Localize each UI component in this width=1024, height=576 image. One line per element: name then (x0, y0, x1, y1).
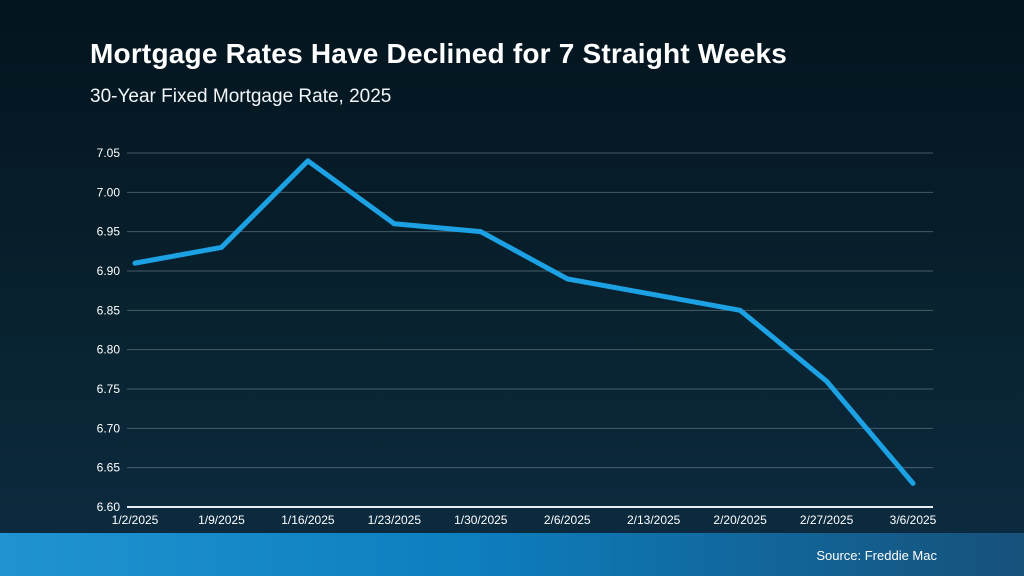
page-subtitle: 30-Year Fixed Mortgage Rate, 2025 (90, 86, 392, 107)
y-axis-tick-label: 6.60 (97, 500, 121, 514)
footer-band (0, 533, 1024, 576)
x-axis-tick-label: 1/16/2025 (281, 513, 335, 527)
chart-header: Mortgage Rates Have Declined for 7 Strai… (90, 38, 787, 108)
y-axis-tick-label: 6.80 (97, 343, 121, 357)
x-axis-tick-label: 2/13/2025 (627, 513, 681, 527)
x-axis-tick-label: 2/20/2025 (713, 513, 767, 527)
x-axis-tick-label: 1/2/2025 (112, 513, 159, 527)
y-axis-tick-label: 6.85 (97, 303, 121, 317)
y-axis-tick-label: 6.90 (97, 264, 121, 278)
x-axis-tick-label: 1/30/2025 (454, 513, 508, 527)
x-axis-tick-label: 2/27/2025 (800, 513, 854, 527)
page-title: Mortgage Rates Have Declined for 7 Strai… (90, 38, 788, 69)
x-axis-tick-label: 1/9/2025 (198, 513, 245, 527)
y-axis-tick-label: 6.75 (97, 382, 121, 396)
source-label: Source: Freddie Mac (816, 548, 937, 563)
x-axis-tick-label: 2/6/2025 (544, 513, 591, 527)
y-axis-tick-label: 6.65 (97, 461, 121, 475)
y-axis-tick-label: 6.95 (97, 225, 121, 239)
y-axis-tick-label: 6.70 (97, 421, 121, 435)
x-axis-tick-label: 1/23/2025 (368, 513, 422, 527)
y-axis-tick-label: 7.00 (97, 185, 121, 199)
y-axis-tick-label: 7.05 (97, 146, 121, 160)
x-axis-tick-label: 3/6/2025 (890, 513, 937, 527)
rate-line-series (132, 158, 916, 486)
